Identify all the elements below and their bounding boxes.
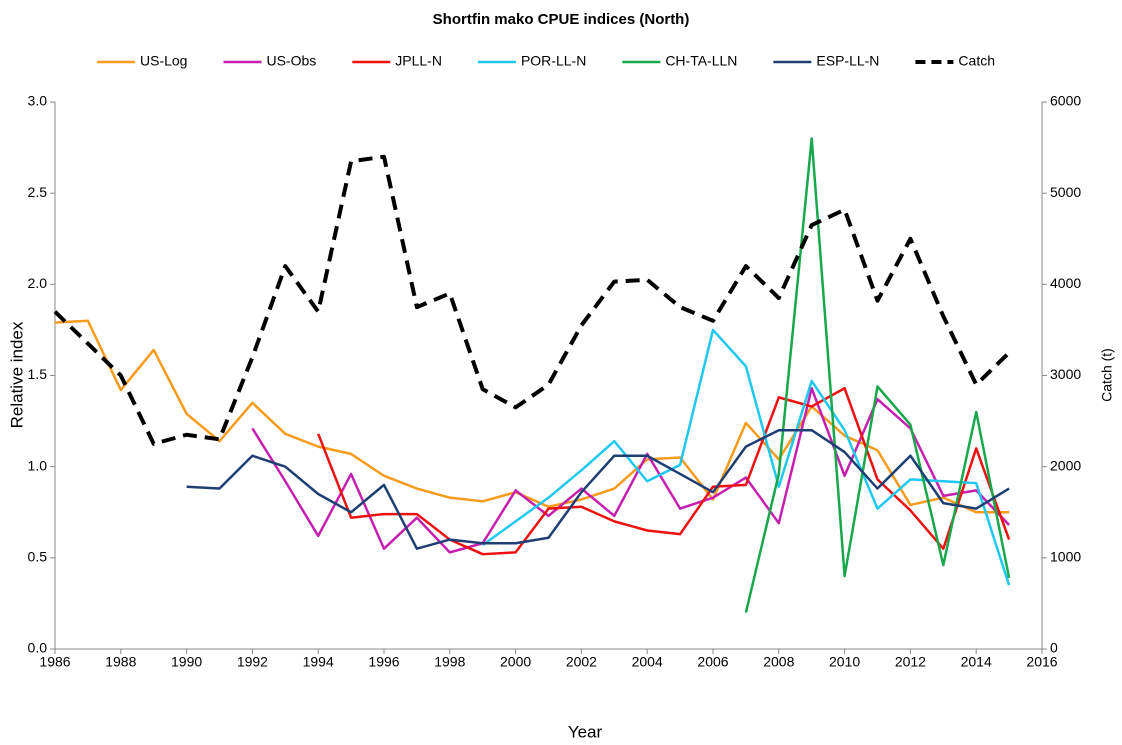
- y2-tick-label: 5000: [1050, 184, 1081, 200]
- x-tick-label: 2008: [763, 654, 794, 670]
- y2-tick-label: 4000: [1050, 275, 1081, 291]
- x-tick-label: 1996: [368, 654, 399, 670]
- y2-tick-label: 1000: [1050, 549, 1081, 565]
- x-tick-label: 2004: [632, 654, 663, 670]
- y2-tick-label: 0: [1050, 640, 1058, 656]
- y-tick-label: 0.5: [28, 549, 48, 565]
- legend-label: US-Log: [140, 53, 187, 69]
- x-tick-label: 2010: [829, 654, 860, 670]
- x-tick-label: 1998: [434, 654, 465, 670]
- legend-label: POR-LL-N: [521, 53, 586, 69]
- y-tick-label: 2.0: [28, 275, 48, 291]
- series-line: [53, 154, 1011, 446]
- series-line: [186, 428, 1010, 550]
- x-tick-label: 1994: [303, 654, 334, 670]
- y-tick-label: 2.5: [28, 184, 48, 200]
- legend-label: US-Obs: [266, 53, 316, 69]
- series-line: [481, 328, 1011, 586]
- y-axis-title: Relative index: [7, 321, 26, 428]
- legend-label: ESP-LL-N: [816, 53, 879, 69]
- series-line: [317, 387, 1011, 556]
- y-tick-label: 0.0: [28, 640, 48, 656]
- x-tick-label: 1992: [237, 654, 268, 670]
- x-tick-label: 2000: [500, 654, 531, 670]
- y-tick-label: 1.5: [28, 366, 48, 382]
- y2-tick-label: 3000: [1050, 366, 1081, 382]
- y2-axis-title: Catch (t): [1099, 348, 1115, 402]
- legend-label: Catch: [958, 53, 995, 69]
- x-tick-label: 2012: [895, 654, 926, 670]
- x-tick-label: 1986: [39, 654, 70, 670]
- chart-title: Shortfin mako CPUE indices (North): [433, 11, 690, 28]
- legend-label: CH-TA-LLN: [665, 53, 737, 69]
- y2-tick-label: 2000: [1050, 457, 1081, 473]
- x-axis-title: Year: [568, 722, 603, 741]
- x-tick-label: 1990: [171, 654, 202, 670]
- x-tick-label: 2014: [961, 654, 992, 670]
- y-tick-label: 3.0: [28, 93, 48, 109]
- x-tick-label: 2006: [697, 654, 728, 670]
- x-tick-label: 1988: [105, 654, 136, 670]
- x-tick-label: 2002: [566, 654, 597, 670]
- legend-label: JPLL-N: [395, 53, 442, 69]
- x-tick-label: 2016: [1026, 654, 1057, 670]
- y-tick-label: 1.0: [28, 457, 48, 473]
- series-line: [251, 387, 1011, 554]
- series-line: [744, 137, 1011, 613]
- y2-tick-label: 6000: [1050, 93, 1081, 109]
